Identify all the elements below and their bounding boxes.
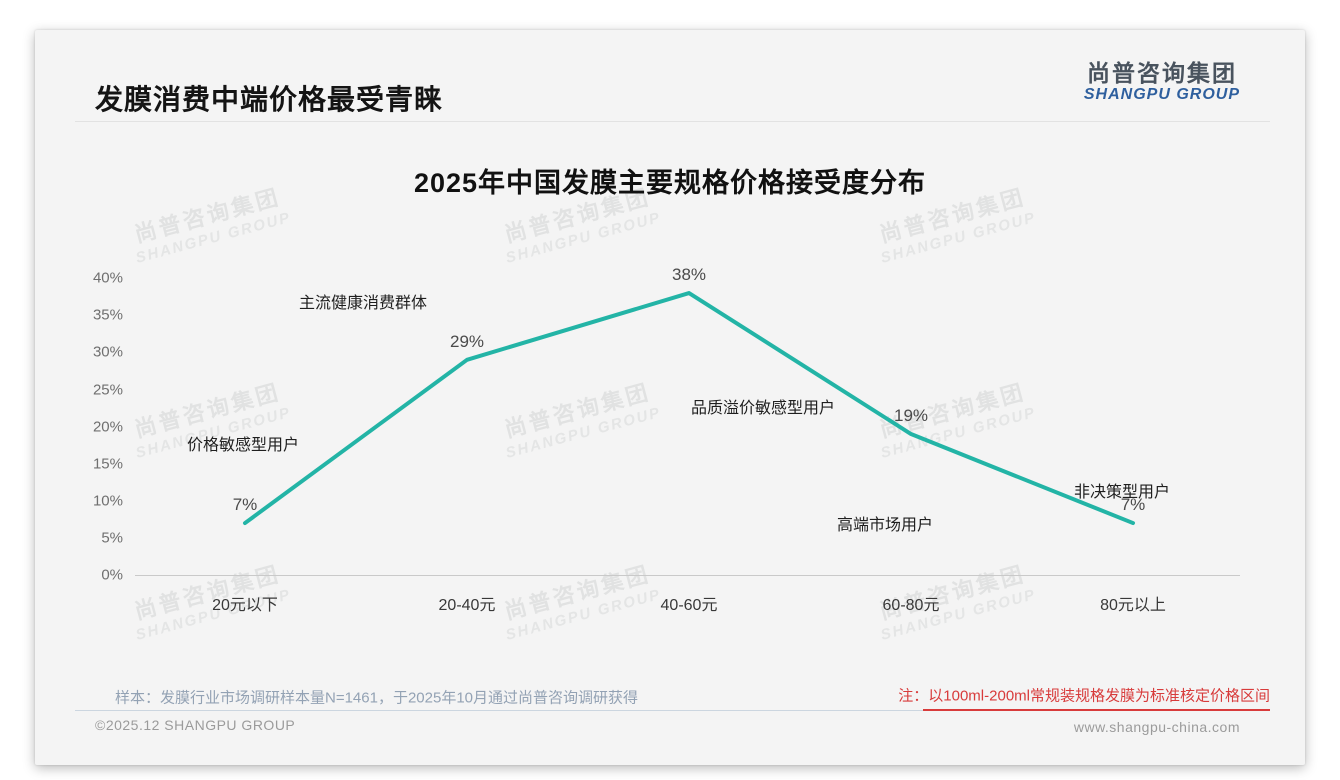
x-axis-category-label: 60-80元 — [882, 597, 940, 614]
data-point-value-label: 29% — [449, 331, 485, 351]
data-line — [243, 291, 1135, 526]
data-point-value-label: 19% — [893, 406, 929, 426]
logo-english-name: SHANGPU GROUP — [1083, 86, 1240, 104]
segment-annotation: 品质溢价敏感型用户 — [690, 400, 836, 417]
x-axis-category-label: 20元以下 — [212, 597, 278, 614]
y-axis-tick-label: 40% — [92, 269, 123, 287]
x-axis-category-label: 20-40元 — [438, 597, 496, 614]
x-axis-category-label: 80元以上 — [1100, 597, 1166, 614]
y-axis-tick-label: 20% — [92, 418, 123, 436]
segment-annotation: 主流健康消费群体 — [298, 295, 428, 312]
y-axis-tick-label: 25% — [92, 381, 123, 398]
report-slide: 尚普咨询集团 SHANGPU GROUP 尚普咨询集团 SHANGPU GROUP 尚普… — [35, 30, 1305, 765]
line-chart — [135, 291, 1240, 576]
segment-annotation: 高端市场用户 — [836, 517, 934, 534]
y-axis-tick-label: 5% — [101, 529, 123, 547]
segment-annotation: 价格敏感型用户 — [186, 437, 300, 454]
y-axis-tick-label: 10% — [92, 492, 123, 510]
data-point-value-label: 38% — [671, 265, 707, 285]
y-axis-tick-label: 30% — [92, 343, 123, 361]
price-note: 注：以100ml-200ml常规装规格发膜为标准核定价格区间 — [898, 687, 1270, 705]
company-logo: 尚普咨询集团 SHANGPU GROUP — [1084, 60, 1240, 105]
header-divider — [75, 121, 1270, 122]
price-note-underline — [923, 709, 1270, 711]
footer-divider — [75, 710, 1270, 711]
segment-annotation: 非决策型用户 — [1073, 484, 1171, 501]
y-axis-tick-label: 0% — [101, 566, 123, 584]
page-title: 发膜消费中端价格最受青睐 — [95, 84, 444, 115]
sample-note: 样本：发膜行业市场调研样本量N=1461，于2025年10月通过尚普咨询调研获得 — [115, 689, 639, 707]
x-axis-category-label: 40-60元 — [660, 597, 718, 614]
website-url: www.shangpu-china.com — [1073, 719, 1240, 735]
data-point-value-label: 7% — [232, 495, 258, 515]
y-axis-tick-label: 15% — [92, 455, 123, 473]
copyright-text: ©2025.12 SHANGPU GROUP — [95, 717, 296, 733]
chart-title: 2025年中国发膜主要规格价格接受度分布 — [413, 168, 927, 198]
data-point-value-label: 7% — [1120, 495, 1146, 515]
y-axis-tick-label: 35% — [92, 306, 123, 324]
logo-chinese-name: 尚普咨询集团 — [1086, 60, 1237, 86]
